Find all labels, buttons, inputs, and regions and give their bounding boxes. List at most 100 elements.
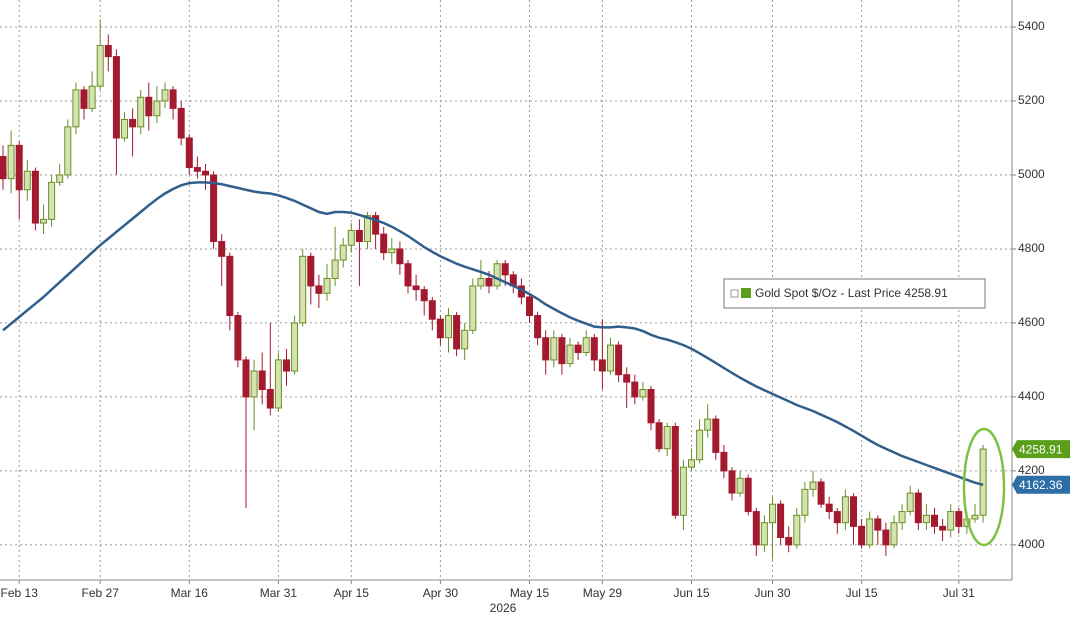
candle-body [364,215,371,243]
value-tag-label: 4162.36 [1019,478,1063,492]
legend-name: Gold Spot $/Oz - Last Price [755,286,901,300]
candle-body [48,181,56,220]
candle-body [688,459,695,468]
candle-body [607,344,614,372]
candle-body [501,263,509,276]
legend-box [723,278,986,309]
candle-body [372,215,380,235]
value-tag-label: 4258.91 [1019,442,1063,456]
candle-body [874,518,882,531]
candle-body [947,511,955,531]
candle-body [760,522,768,546]
candle-body [590,337,598,361]
candle-body [169,89,177,109]
candle-body [833,511,841,524]
candle-body [396,248,404,265]
value-tag [1012,475,1070,494]
moving-average-line [2,181,984,487]
candle-body [631,381,639,398]
candle-body [801,488,809,516]
candle-body [647,389,655,424]
candle-body [96,44,104,87]
legend-icon [730,289,739,298]
y-tick-label: 5200 [1018,93,1045,107]
candle-body [121,118,128,139]
candle-body [825,503,833,513]
candle-body [412,285,420,291]
candle-body [655,422,663,450]
candle-body [210,174,218,243]
candle-body [866,518,874,546]
candle-body [129,118,137,128]
x-tick-label: Jul 31 [943,586,975,600]
y-tick-label: 4200 [1018,463,1045,477]
candle-body [137,96,145,128]
x-tick-label: Jul 15 [846,586,878,600]
candle-body [582,337,590,354]
candle-body [347,229,355,246]
legend-swatch [741,288,751,298]
grid [0,0,1012,580]
candle-body [939,525,947,531]
candle-body [315,285,323,294]
x-tick-label: Feb 27 [82,586,120,600]
y-tick-label: 4600 [1018,315,1045,329]
candle-body [404,263,412,287]
candle-body [283,359,290,372]
candle-body [639,389,647,398]
candle-body [979,448,987,516]
candle-body [534,315,542,339]
candle-body [542,337,550,361]
candle-body [291,322,299,372]
candle-body [485,278,493,287]
candle-body [339,244,347,261]
x-tick-label: May 29 [583,586,623,600]
candle-body [793,514,801,546]
candle-body [7,144,15,180]
candle-body [153,100,161,117]
candle-body [809,481,817,490]
year-label: 2026 [490,601,517,615]
candle-body [914,492,922,524]
legend-value: 4258.91 [904,286,948,300]
candle-body [185,137,193,169]
candle-body [64,126,72,176]
candle-body [266,389,274,409]
candle-body [712,418,720,453]
candle-body [388,248,396,254]
candle-body [0,155,7,180]
candle-body [777,503,785,538]
candle-body [558,337,566,365]
y-tick-label: 4400 [1018,389,1045,403]
candle-body [445,315,452,339]
candle-body [80,89,88,109]
candle-body [906,492,914,513]
candle-body [598,359,606,372]
candle-body [971,514,979,520]
y-tick-label: 4000 [1018,537,1045,551]
candle-body [477,278,485,287]
candle-body [850,496,857,527]
candle-body [769,503,776,524]
candle-body [193,167,201,172]
candle-body [250,370,258,398]
candle-body [161,89,169,102]
candle-body [234,315,242,361]
candle-body [615,344,623,376]
candle-body [785,536,793,546]
legend-label: Gold Spot $/Oz - Last Price 4258.91 [755,286,948,300]
legend: Gold Spot $/Oz - Last Price 4258.91 [723,278,986,309]
candle-body [72,89,80,128]
candle-body [274,359,282,409]
candle-body [145,96,153,117]
candle-body [307,255,315,287]
candle-body [817,481,825,505]
x-tick-label: May 15 [510,586,550,600]
candle-body [526,296,533,317]
candle-body [15,144,23,191]
candle-body [720,451,728,472]
candle-body [436,318,444,339]
candle-body [177,107,185,139]
